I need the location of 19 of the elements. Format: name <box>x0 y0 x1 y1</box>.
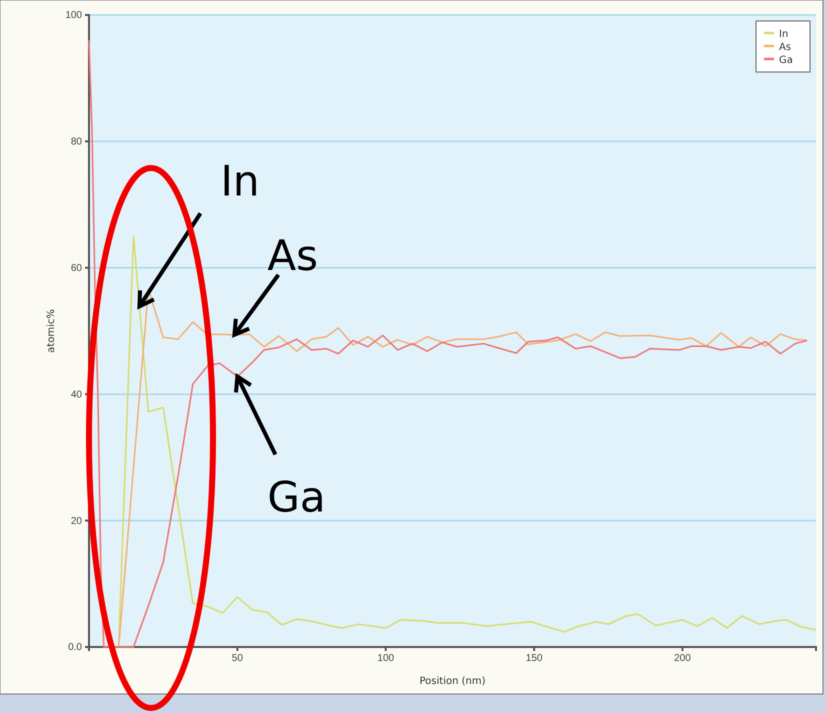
annotation: In <box>220 156 260 206</box>
x-tick-label: 200 <box>674 653 692 664</box>
x-tick-label: 100 <box>377 653 395 664</box>
y-tick-label: 60 <box>70 263 82 274</box>
annotation: As <box>267 230 318 280</box>
y-tick-label: 40 <box>70 389 82 400</box>
y-tick-label: 20 <box>70 516 82 527</box>
annotation: Ga <box>267 472 326 522</box>
x-tick-label: 150 <box>526 653 543 664</box>
y-tick-label: 0.0 <box>68 642 82 654</box>
line-series <box>88 39 808 648</box>
x-tick-label: 50 <box>232 653 244 664</box>
x-axis-title: Position (nm) <box>420 676 486 687</box>
y-tick-label: 80 <box>70 136 82 148</box>
legend-label: In <box>779 29 788 40</box>
legend-label: As <box>779 42 792 53</box>
y-axis-title: atomic% <box>46 309 57 353</box>
legend-label: Ga <box>779 55 793 66</box>
y-tick-label: 100 <box>65 10 82 22</box>
